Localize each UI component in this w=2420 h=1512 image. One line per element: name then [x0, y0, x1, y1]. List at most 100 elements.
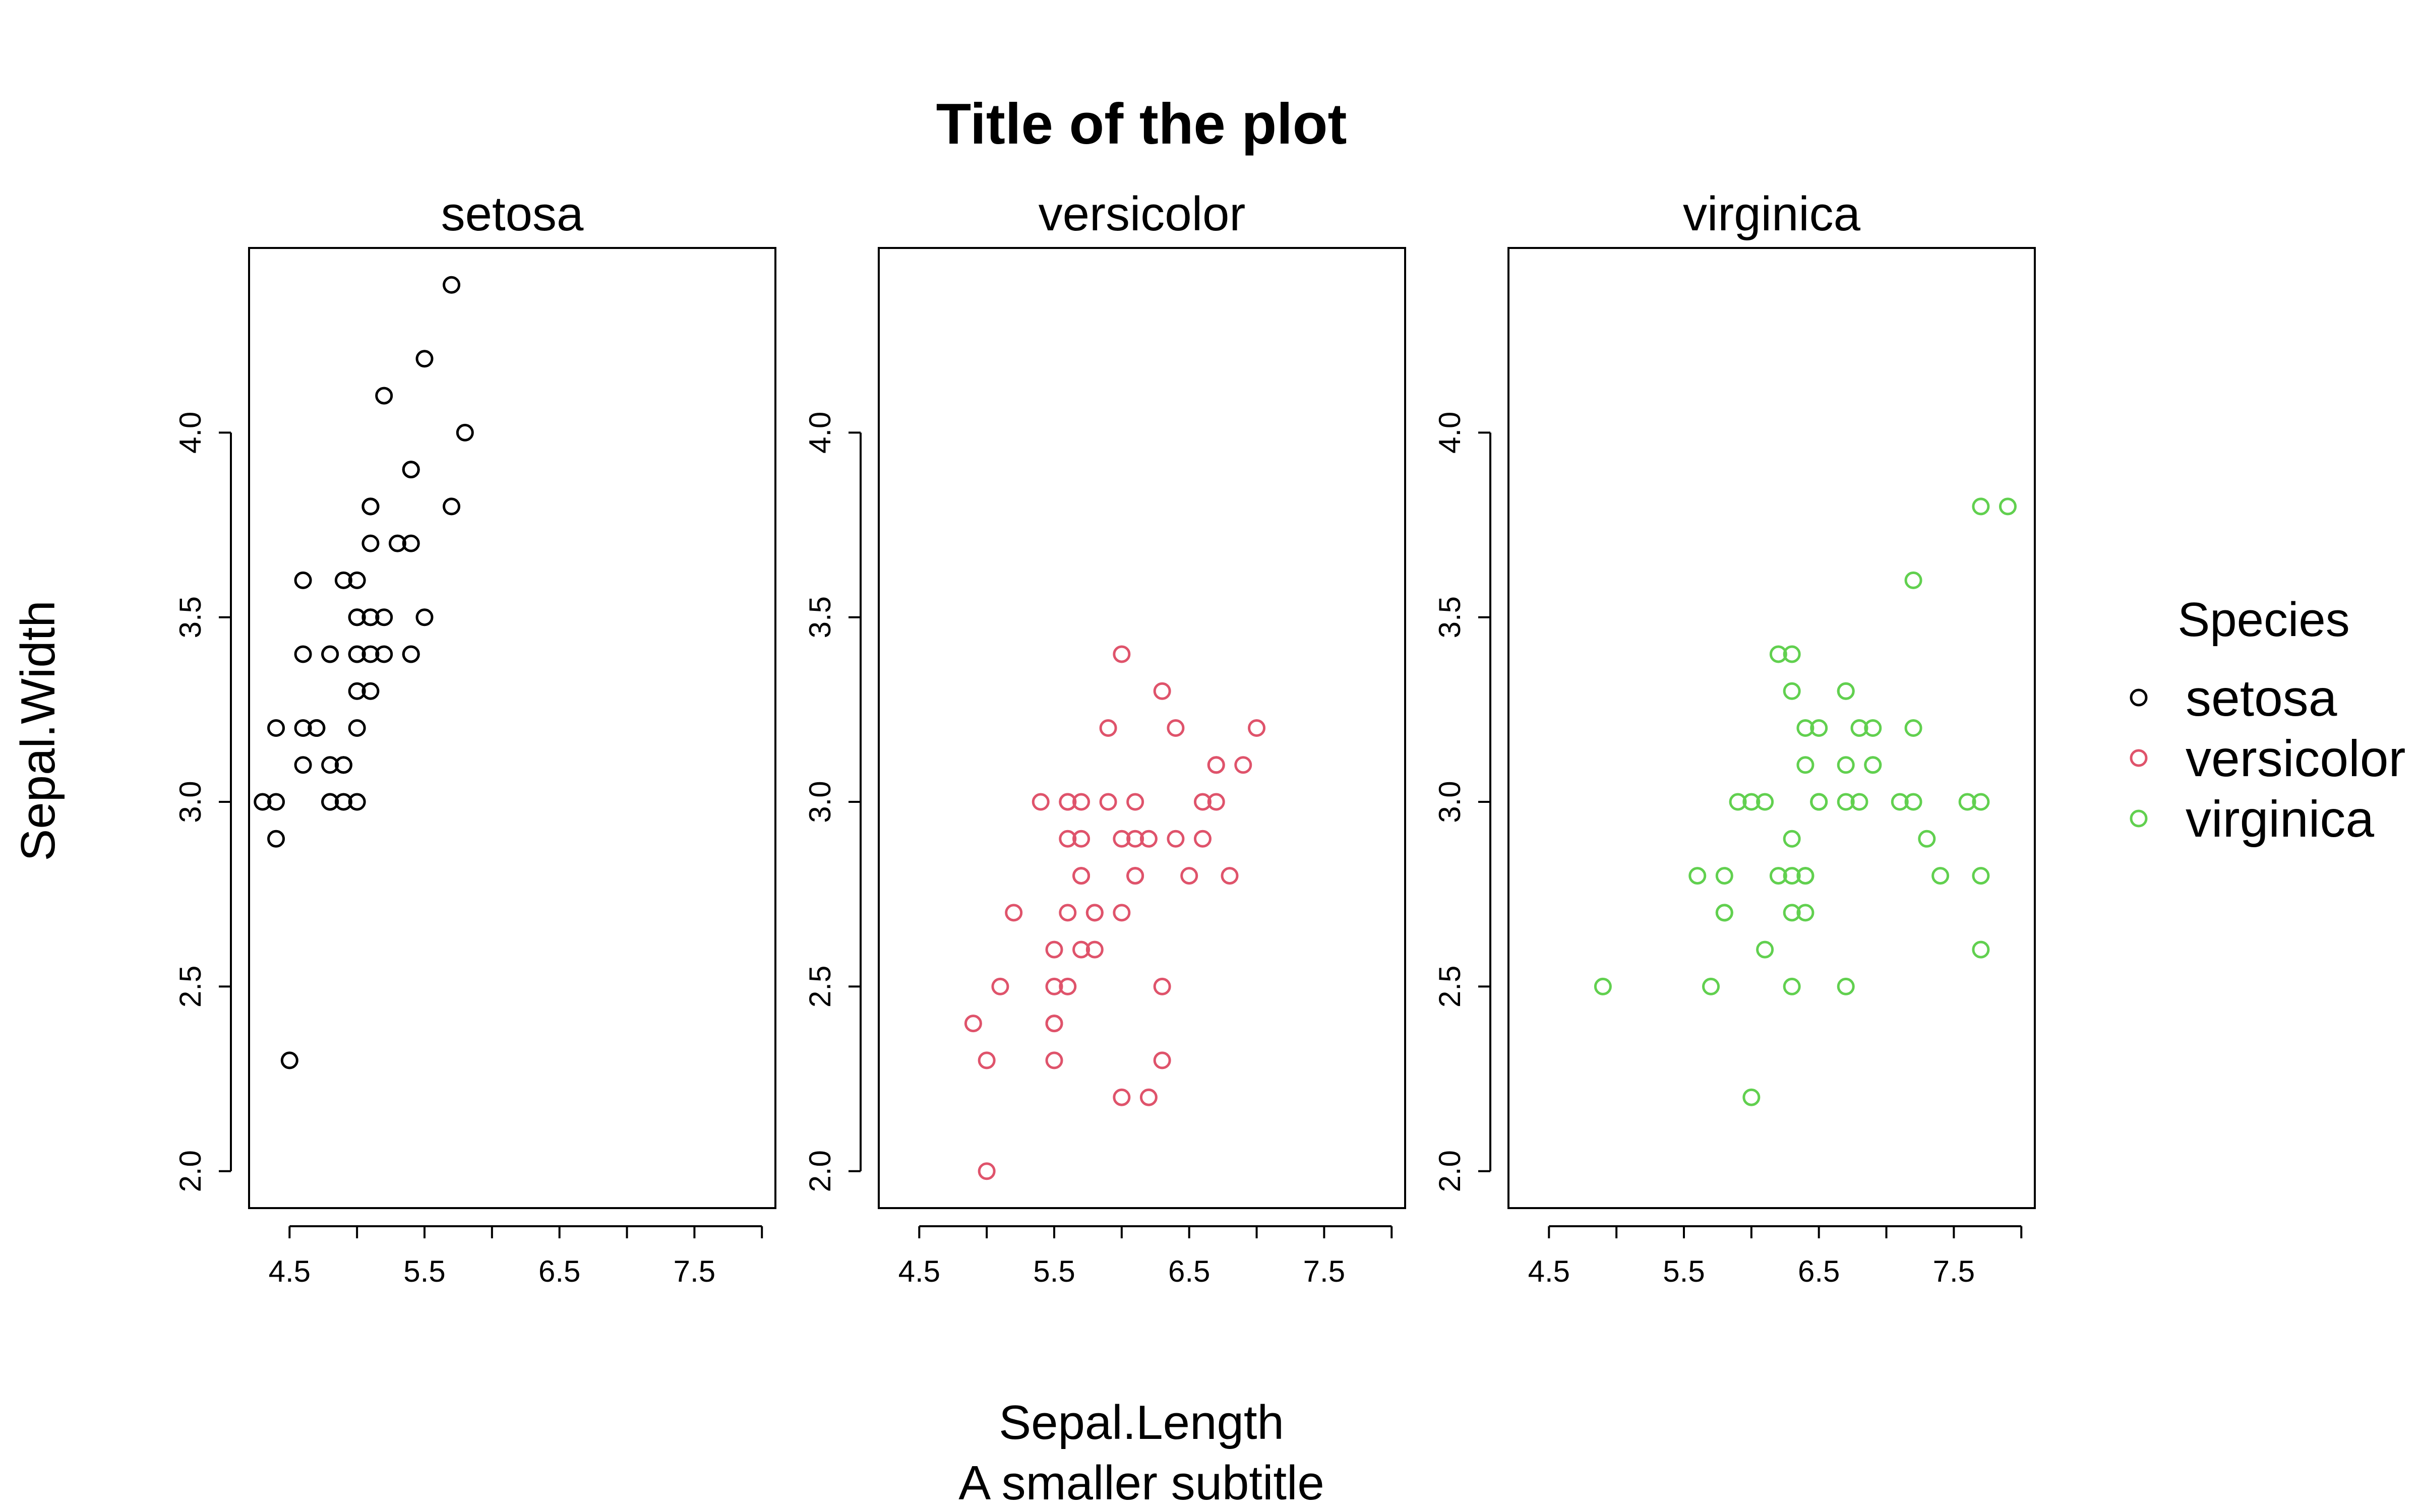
point-versicolor — [964, 1015, 982, 1033]
point-virginica — [1715, 904, 1733, 922]
point-versicolor — [1045, 977, 1063, 995]
point-virginica — [1972, 940, 1990, 959]
point-virginica — [1810, 793, 1828, 811]
point-virginica — [1796, 867, 1814, 885]
point-versicolor — [1234, 756, 1252, 774]
point-versicolor — [1248, 719, 1266, 737]
point-virginica — [1796, 904, 1814, 922]
point-versicolor — [1113, 830, 1131, 848]
point-setosa — [348, 645, 366, 663]
point-setosa — [388, 534, 406, 552]
point-versicolor — [1207, 756, 1225, 774]
legend-marker-setosa — [2130, 688, 2148, 707]
x-tick-label: 5.5 — [1033, 1254, 1075, 1288]
y-tick-label: 2.0 — [1433, 1150, 1467, 1192]
point-virginica — [1756, 940, 1774, 959]
legend-marker-versicolor — [2130, 749, 2148, 767]
point-versicolor — [1072, 867, 1091, 885]
point-virginica — [1783, 830, 1801, 848]
point-versicolor — [1113, 904, 1131, 922]
point-versicolor — [1045, 1051, 1063, 1069]
point-virginica — [1783, 977, 1801, 995]
point-versicolor — [1059, 830, 1077, 848]
y-tick-label: 2.5 — [1433, 966, 1467, 1007]
point-virginica — [1810, 719, 1828, 737]
point-versicolor — [1045, 1015, 1063, 1033]
x-tick-label: 4.5 — [1528, 1254, 1570, 1288]
point-setosa — [348, 719, 366, 737]
point-virginica — [1769, 867, 1787, 885]
point-virginica — [1850, 719, 1868, 737]
panel-versicolor: versicolor 4.5 5.5 6.5 7.5 2.0 2.5 3.0 3.5 4.0 — [803, 187, 1406, 1288]
x-tick-label: 6.5 — [1798, 1254, 1840, 1288]
point-versicolor — [1113, 1088, 1131, 1106]
point-virginica — [1837, 793, 1855, 811]
point-versicolor — [1153, 977, 1171, 995]
y-tick-label: 3.5 — [803, 596, 837, 638]
x-tick-label: 6.5 — [538, 1254, 580, 1288]
point-setosa — [375, 645, 393, 663]
point-setosa — [321, 793, 339, 811]
point-setosa — [334, 793, 352, 811]
point-versicolor — [1072, 793, 1091, 811]
point-virginica — [1999, 497, 2017, 516]
x-tick-label: 7.5 — [1303, 1254, 1345, 1288]
point-setosa — [361, 534, 380, 552]
point-virginica — [1769, 645, 1787, 663]
y-tick-label: 4.0 — [1433, 412, 1467, 454]
x-tick-label: 4.5 — [269, 1254, 311, 1288]
point-virginica — [1891, 793, 1909, 811]
point-setosa — [361, 497, 380, 516]
point-versicolor — [1180, 867, 1198, 885]
point-versicolor — [1059, 793, 1077, 811]
y-tick-label: 2.0 — [173, 1150, 207, 1192]
point-setosa — [415, 350, 434, 368]
point-virginica — [1904, 719, 1922, 737]
point-setosa — [280, 1051, 298, 1069]
y-axis-label: Sepal.Width — [11, 600, 65, 861]
x-tick-label: 6.5 — [1168, 1254, 1210, 1288]
point-versicolor — [1221, 867, 1239, 885]
point-setosa — [267, 719, 285, 737]
point-setosa — [361, 608, 380, 626]
point-versicolor — [1059, 904, 1077, 922]
point-virginica — [1594, 977, 1612, 995]
chart-subtitle: A smaller subtitle — [958, 1456, 1324, 1510]
point-setosa — [267, 830, 285, 848]
point-versicolor — [1059, 977, 1077, 995]
point-setosa — [348, 608, 366, 626]
panel-setosa: setosa 4.5 5.5 6.5 7.5 2.0 2.5 3.0 3.5 4.0 — [173, 187, 776, 1288]
y-tick-label: 3.0 — [803, 781, 837, 823]
point-versicolor — [1139, 830, 1158, 848]
point-virginica — [1742, 1088, 1761, 1106]
point-setosa — [415, 608, 434, 626]
point-versicolor — [1113, 645, 1131, 663]
point-virginica — [1783, 867, 1801, 885]
point-setosa — [294, 719, 312, 737]
x-tick-label: 7.5 — [1933, 1254, 1975, 1288]
point-setosa — [443, 497, 461, 516]
point-virginica — [1958, 793, 1976, 811]
x-axis-label: Sepal.Length — [999, 1396, 1284, 1450]
point-setosa — [254, 793, 272, 811]
point-virginica — [1796, 719, 1814, 737]
point-setosa — [456, 423, 474, 442]
point-versicolor — [978, 1162, 996, 1180]
point-versicolor — [1099, 719, 1117, 737]
point-versicolor — [1072, 830, 1091, 848]
point-virginica — [1918, 830, 1936, 848]
point-setosa — [402, 461, 420, 479]
legend-marker-virginica — [2130, 809, 2148, 828]
y-tick-label: 2.5 — [803, 966, 837, 1007]
point-setosa — [267, 793, 285, 811]
point-setosa — [348, 571, 366, 589]
point-versicolor — [1085, 904, 1104, 922]
point-versicolor — [991, 977, 1009, 995]
point-setosa — [348, 682, 366, 700]
point-virginica — [1688, 867, 1707, 885]
panel-frame — [1507, 247, 2036, 1209]
panel-title-virginica: virginica — [1683, 187, 1861, 241]
point-virginica — [1864, 719, 1882, 737]
